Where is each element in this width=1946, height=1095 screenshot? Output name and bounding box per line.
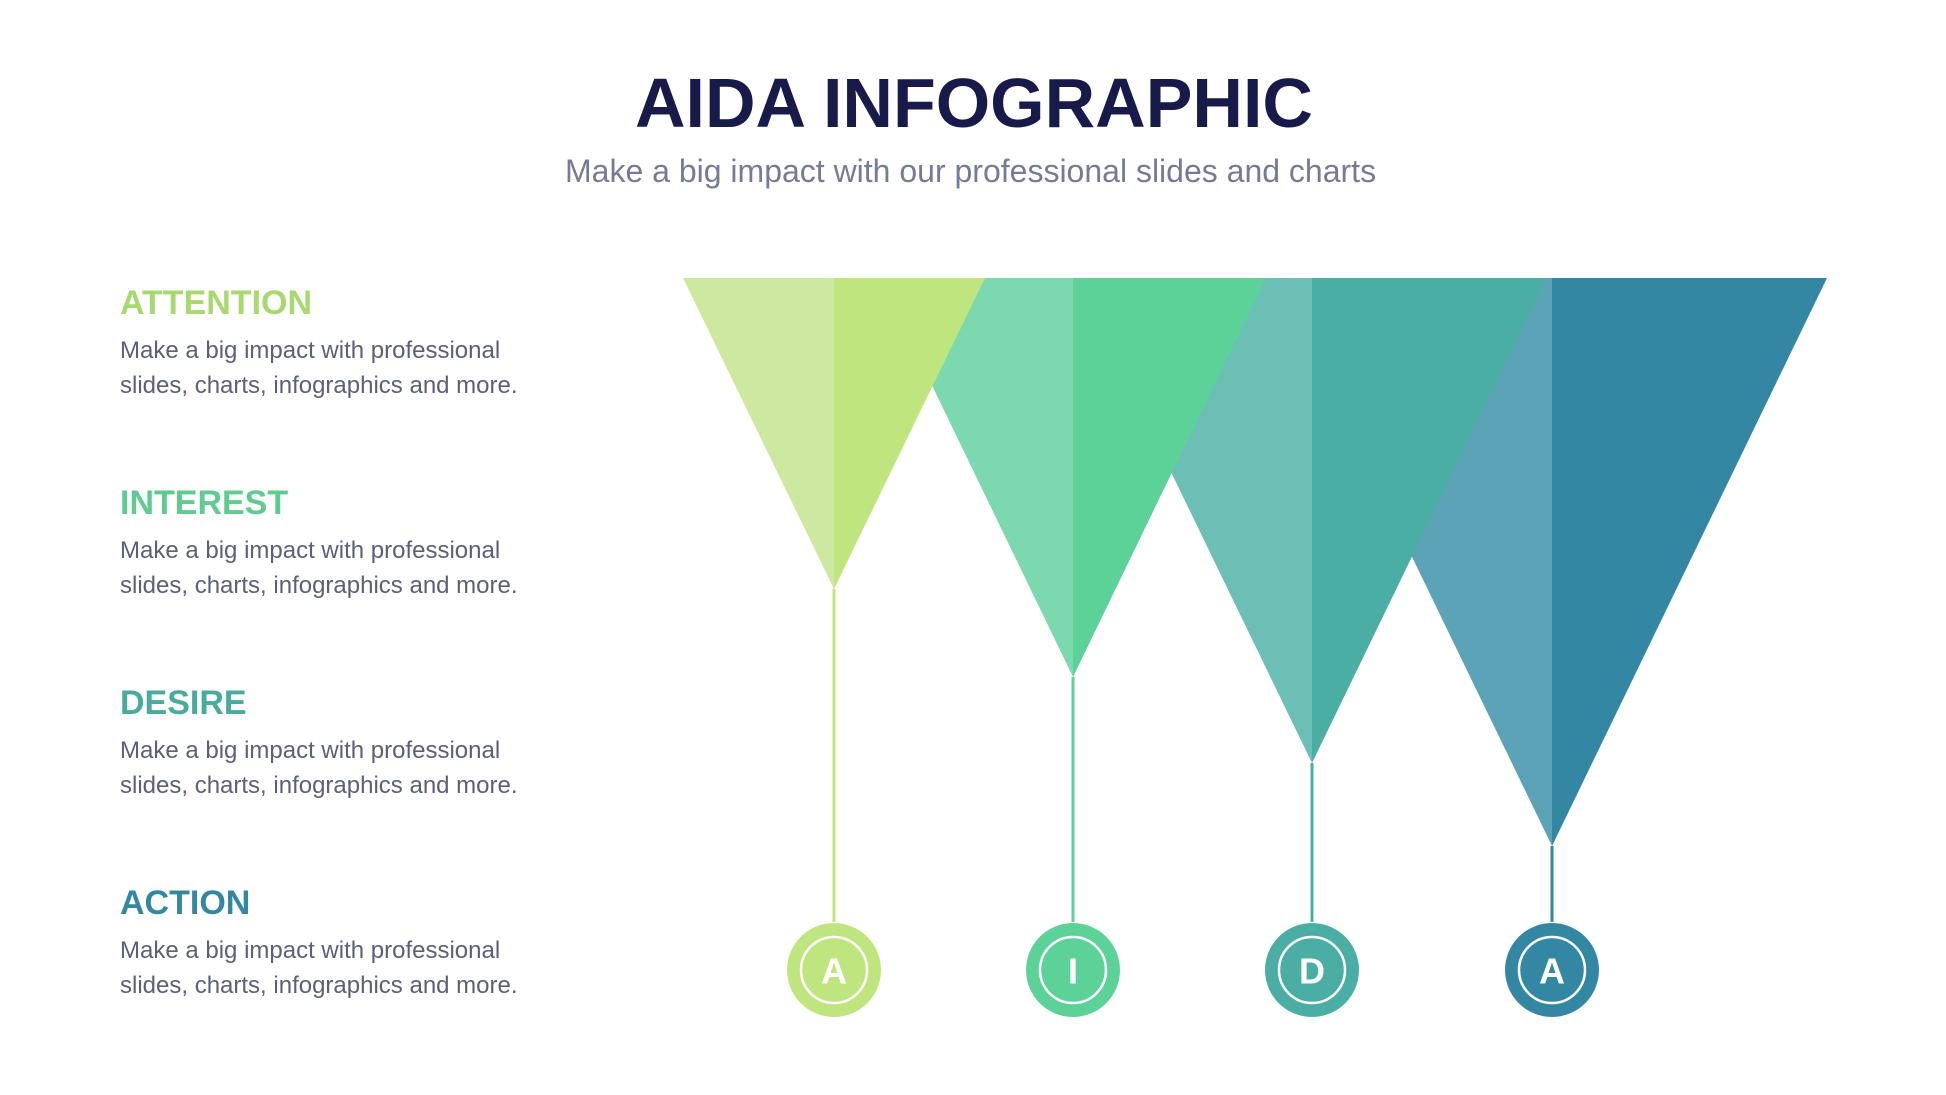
svg-text:D: D [1299, 951, 1325, 992]
svg-text:A: A [1539, 951, 1565, 992]
svg-text:A: A [821, 951, 847, 992]
svg-text:I: I [1068, 951, 1078, 992]
